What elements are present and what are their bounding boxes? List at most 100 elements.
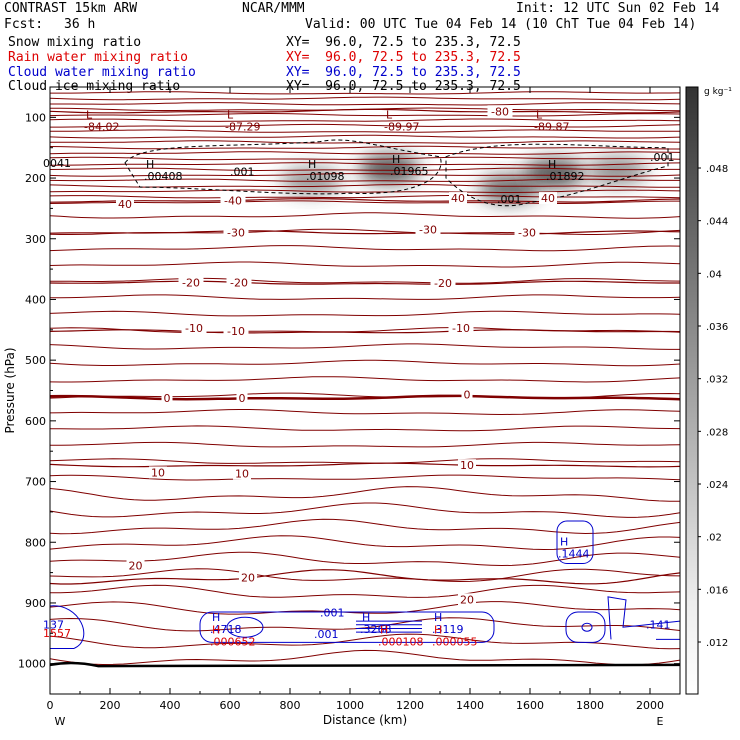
- colorbar-tick-label: .016: [706, 585, 728, 596]
- extremum-marker: H: [380, 623, 388, 636]
- temperature-contour: [49, 151, 681, 155]
- temperature-label-bg: [223, 226, 249, 239]
- center-name: NCAR/MMM: [242, 1, 305, 16]
- x-tick-label: 600: [220, 699, 241, 712]
- colorbar-tick-label: .032: [706, 375, 728, 386]
- temperature-label: 10: [460, 459, 474, 472]
- temperature-label: 40: [118, 198, 132, 211]
- temperature-label-bg: [539, 192, 557, 205]
- temperature-label-bg: [487, 105, 513, 118]
- temperature-label: 10: [151, 466, 165, 479]
- temperature-label-bg: [126, 559, 145, 572]
- temperature-contour: [49, 212, 681, 219]
- y-tick-label: 100: [25, 111, 46, 124]
- temperature-contour: [49, 189, 681, 193]
- temperature-contour: [50, 140, 681, 144]
- temperature-contour: [49, 173, 681, 177]
- temperature-label: 0: [164, 392, 171, 405]
- field-name-snow: Snow mixing ratio: [8, 35, 142, 50]
- temperature-contour: [50, 162, 681, 166]
- colorbar-tick-label: .036: [706, 322, 728, 333]
- temperature-contour: [49, 376, 681, 383]
- field-name-rain: Rain water mixing ratio: [8, 50, 189, 65]
- temperature-label-bg: [430, 277, 456, 290]
- y-tick-label: 800: [25, 536, 46, 549]
- temperature-label: -80: [491, 105, 509, 118]
- contour-value-label: .001: [314, 628, 339, 641]
- y-tick-label: 700: [25, 476, 46, 489]
- forecast-label: Fcst:: [4, 17, 44, 32]
- temperature-contour: [50, 123, 681, 128]
- extremum-marker: H: [434, 623, 442, 636]
- contour-value-label: .001: [650, 151, 675, 164]
- temperature-contour: [49, 409, 681, 416]
- extremum-value: .01098: [306, 170, 345, 183]
- ground-line: [49, 661, 681, 668]
- temperature-label-bg: [514, 226, 540, 239]
- temperature-label-bg: [116, 198, 134, 211]
- y-tick-label: 1000: [18, 658, 46, 671]
- contour-value-label: .001: [320, 606, 345, 619]
- extremum-value: .000055: [432, 635, 478, 648]
- temperature-contour: [49, 178, 680, 182]
- x-tick-label: 400: [160, 699, 181, 712]
- temperature-label: 0: [464, 389, 471, 402]
- colorbar-tick-label: .028: [706, 427, 728, 438]
- contour-value-label: .001: [497, 193, 522, 206]
- temperature-contour: [49, 200, 680, 204]
- x-tick-label: 1800: [576, 699, 604, 712]
- temperature-contour: [49, 601, 681, 615]
- extremum-value: .000652: [210, 635, 256, 648]
- forecast-hour: 36 h: [64, 17, 96, 32]
- extremum-marker: H: [434, 611, 442, 624]
- y-tick-label: 300: [25, 233, 46, 246]
- extremum-marker: H: [362, 611, 370, 624]
- extremum-marker: H: [212, 611, 220, 624]
- temperature-contour: [49, 245, 681, 252]
- extremum-value: -87.29: [225, 121, 260, 134]
- snow-max-shade: [524, 159, 584, 188]
- extremum-marker: H: [548, 158, 556, 171]
- temperature-contour: [49, 486, 681, 502]
- extremum-marker: L: [86, 109, 93, 122]
- extremum-value: .4718: [210, 623, 242, 636]
- field-xy-cloud-water: XY= 96.0, 72.5 to 235.3, 72.5: [286, 65, 521, 80]
- cloud-ice-contour: [124, 139, 442, 195]
- temperature-contour: [49, 113, 681, 117]
- contour-value-label: .001: [230, 166, 255, 179]
- temperature-contour: [50, 102, 681, 106]
- extremum-value: -89.87: [534, 121, 569, 134]
- temperature-contour: [49, 359, 681, 367]
- extremum-value: .1444: [558, 547, 590, 560]
- temperature-contour: [49, 649, 681, 666]
- temperature-contour: [49, 167, 680, 172]
- temperature-contour: [50, 91, 681, 95]
- axis-layer: 0 200 400 600 800 1000 1200 1400 1600 1800 2000100…: [3, 86, 681, 728]
- temperature-label: -20: [434, 277, 452, 290]
- edge-value-label: 1557: [43, 627, 71, 640]
- x-axis-label: Distance (km): [323, 713, 407, 727]
- temperature-contour: [49, 617, 681, 632]
- extremum-marker: H: [560, 535, 568, 548]
- temperature-label: -10: [227, 325, 245, 338]
- edge-value-label: 0041: [43, 157, 71, 170]
- temperature-label: -20: [182, 276, 200, 289]
- extremum-value: .3268: [360, 623, 392, 636]
- temperature-label-bg: [181, 321, 207, 334]
- temperature-label-bg: [223, 325, 249, 338]
- y-tick-label: 900: [25, 597, 46, 610]
- temperature-label: 10: [235, 468, 249, 481]
- temperature-label-bg: [236, 391, 248, 404]
- temperature-contour: [49, 145, 680, 150]
- temperature-contour--10: [49, 329, 681, 334]
- temperature-label-bg: [149, 466, 167, 479]
- temperature-label: -10: [452, 322, 470, 335]
- temperature-contour--30: [49, 230, 681, 235]
- extremum-marker: H: [392, 153, 400, 166]
- field-xy-snow: XY= 96.0, 72.5 to 235.3, 72.5: [286, 35, 521, 50]
- temperature-contour: [49, 310, 681, 317]
- temperature-label-bg: [458, 593, 476, 606]
- cloud-water-contour: [581, 622, 593, 632]
- cloud-water-contour: [226, 616, 264, 638]
